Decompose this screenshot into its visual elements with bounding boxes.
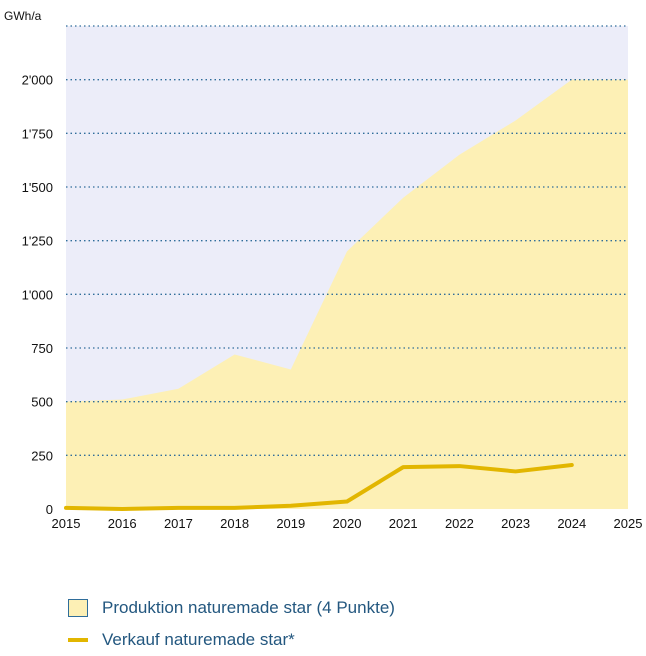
y-tick-label: 2'000: [22, 73, 53, 88]
x-tick-label: 2021: [389, 516, 418, 531]
y-tick-label: 500: [31, 395, 53, 410]
y-tick-label: 1'000: [22, 287, 53, 302]
x-tick-label: 2018: [220, 516, 249, 531]
y-axis-ticks: 0 250 500 750 1'000 1'250 1'500 1'750 2'000: [22, 73, 53, 517]
x-tick-label: 2015: [52, 516, 81, 531]
x-tick-label: 2020: [333, 516, 362, 531]
y-tick-label: 1'750: [22, 126, 53, 141]
legend: Produktion naturemade star (4 Punkte) Ve…: [68, 592, 395, 656]
x-tick-label: 2016: [108, 516, 137, 531]
chart: 0 250 500 750 1'000 1'250 1'500 1'750 2'000 2015…: [4, 9, 643, 531]
legend-item-production: Produktion naturemade star (4 Punkte): [68, 592, 395, 624]
x-tick-label: 2022: [445, 516, 474, 531]
sales-line-layer: [64, 462, 574, 511]
legend-swatch-sales: [68, 638, 88, 642]
x-tick-label: 2024: [557, 516, 586, 531]
y-axis-unit-label: GWh/a: [4, 9, 42, 23]
legend-label-sales: Verkauf naturemade star*: [102, 630, 295, 649]
legend-item-sales: Verkauf naturemade star*: [68, 624, 395, 656]
y-tick-label: 1'250: [22, 234, 53, 249]
x-axis-ticks: 2015 2016 2017 2018 2019 2020 2021 2022 2023 2024…: [52, 516, 643, 531]
y-tick-label: 750: [31, 341, 53, 356]
sales-line: [64, 462, 574, 511]
y-tick-label: 250: [31, 448, 53, 463]
x-tick-label: 2025: [614, 516, 643, 531]
x-tick-label: 2017: [164, 516, 193, 531]
y-tick-label: 1'500: [22, 180, 53, 195]
gridlines: [66, 25, 628, 456]
x-tick-label: 2019: [276, 516, 305, 531]
legend-label-production: Produktion naturemade star (4 Punkte): [102, 598, 395, 617]
legend-swatch-production: [68, 599, 88, 617]
y-tick-label: 0: [46, 502, 53, 517]
x-tick-label: 2023: [501, 516, 530, 531]
